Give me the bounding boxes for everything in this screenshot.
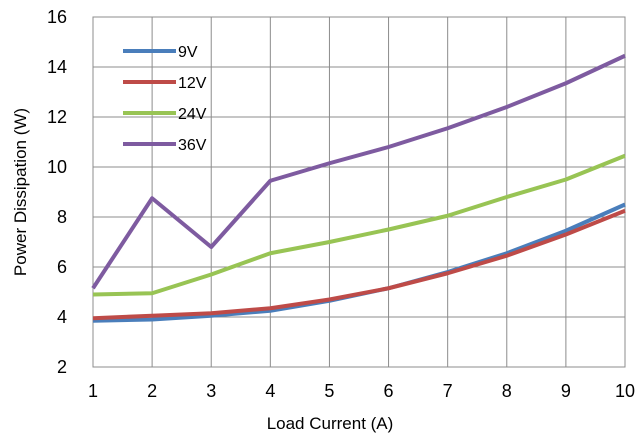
x-tick-label: 7: [443, 381, 453, 401]
y-tick-label: 2: [57, 357, 67, 377]
x-tick-label: 4: [265, 381, 275, 401]
legend-item: 36V: [123, 137, 207, 154]
x-axis-label: Load Current (A): [267, 414, 394, 433]
y-tick-label: 14: [47, 57, 67, 77]
legend-label: 24V: [178, 106, 207, 123]
series-line-12v: [92, 208, 626, 321]
legend-item: 24V: [123, 106, 207, 123]
legend: 9V 12V 24V 36V: [123, 44, 207, 154]
x-tick-label: 9: [561, 381, 571, 401]
legend-label: 12V: [178, 75, 207, 92]
y-tick-label: 8: [57, 207, 67, 227]
legend-label: 36V: [178, 137, 207, 154]
series-line-24v: [92, 153, 626, 297]
x-tick-label: 8: [502, 381, 512, 401]
x-tick-label: 10: [615, 381, 635, 401]
legend-item: 9V: [123, 44, 198, 61]
x-tick-label: 2: [147, 381, 157, 401]
y-tick-label: 16: [47, 7, 67, 27]
series-line-36v: [91, 53, 626, 290]
y-tick-label: 10: [47, 157, 67, 177]
plot-frame: [92, 16, 626, 368]
y-tick-label: 6: [57, 257, 67, 277]
x-tick-label: 5: [324, 381, 334, 401]
y-axis-label: Power Dissipation (W): [11, 108, 30, 276]
x-tick-label: 1: [88, 381, 98, 401]
legend-item: 12V: [123, 75, 207, 92]
y-tick-label: 4: [57, 307, 67, 327]
x-tick-label: 6: [384, 381, 394, 401]
y-tick-label: 12: [47, 107, 67, 127]
legend-label: 9V: [178, 44, 198, 61]
series-line-9v: [92, 202, 626, 323]
series-lines: [91, 53, 626, 323]
x-tick-label: 3: [206, 381, 216, 401]
